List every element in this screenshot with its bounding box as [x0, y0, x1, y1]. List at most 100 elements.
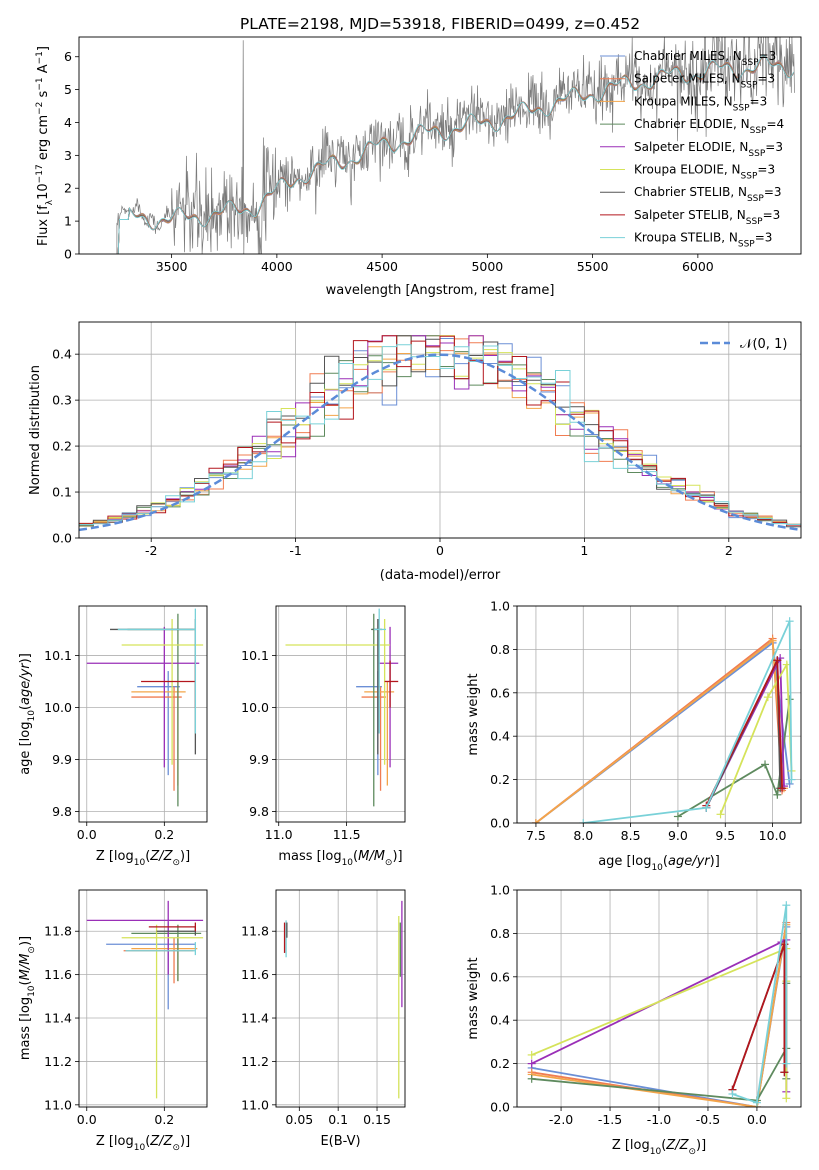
y-tick-label: 6	[64, 49, 72, 64]
y-tick-label: 0.8	[490, 926, 510, 941]
legend-label: Kroupa STELIB, NSSP=3	[634, 231, 772, 250]
series-line	[583, 620, 793, 823]
panel-age-vs-mass: 11.0 11.5 9.8 9.9 10.0 10.1	[241, 605, 406, 842]
x-tick-label: 6000	[682, 259, 714, 274]
legend-label: Chabrier ELODIE, NSSP=4	[634, 117, 784, 136]
panel-spectrum: 3500 4000 4500 5000 5500 6000 0 1 2 3 4 5 6	[64, 36, 802, 274]
y-tick-label: 0.1	[52, 485, 72, 500]
weight-series	[579, 617, 796, 823]
errorbar-point	[117, 608, 197, 734]
x-tick-label: -1	[289, 543, 301, 558]
errorbar-point	[121, 619, 204, 765]
panel-mass-vs-ebv: 0.05 0.1 0.15 11.0 11.2 11.4 11.6 11.8	[241, 889, 406, 1127]
x-tick-label: 4500	[366, 259, 398, 274]
axes: -2.0 -1.5 -1.0 -0.5 0.0 0.0 0.2 0.4 0.6 0.8 1.0	[490, 883, 767, 1128]
data-spectrum-line	[116, 37, 795, 254]
axes-frame	[78, 889, 208, 1108]
x-tick-label: 8.0	[573, 828, 593, 843]
x-tick-label: 7.5	[526, 828, 546, 843]
y-tick-label: 0.8	[490, 642, 510, 657]
model-line	[116, 55, 795, 254]
panel-weight-vs-Z: -2.0 -1.5 -1.0 -0.5 0.0 0.0 0.2 0.4 0.6 0.8 1.0	[490, 883, 802, 1128]
y-axis-label: Flux [fλ10−17 erg cm−2 s−1 A−1]	[35, 46, 55, 246]
y-tick-label: 0.6	[490, 685, 510, 700]
x-tick-label: -2	[145, 543, 157, 558]
y-tick-label: 10.0	[44, 700, 72, 715]
x-axis-label: wavelength [Angstrom, rest frame]	[326, 283, 555, 298]
y-tick-label: 0.2	[490, 772, 510, 787]
y-tick-label: 4	[64, 115, 72, 130]
y-tick-label: 9.8	[52, 804, 72, 819]
y-tick-label: 3	[64, 148, 72, 163]
y-tick-label: 0.0	[52, 531, 72, 546]
legend-label: Salpeter STELIB, NSSP=3	[634, 208, 780, 227]
x-tick-label: 10.0	[759, 828, 787, 843]
plot-area	[86, 608, 204, 807]
x-tick-label: 0	[436, 543, 444, 558]
x-tick-label: 8.5	[621, 828, 641, 843]
errorbar-point	[121, 924, 204, 1099]
plot-area	[531, 617, 796, 823]
legend-label: Kroupa MILES, NSSP=3	[634, 94, 767, 113]
x-tick-label: 11.0	[265, 827, 293, 842]
grid	[276, 606, 405, 822]
x-tick-label: 0.2	[154, 1112, 174, 1127]
x-tick-label: 11.5	[333, 827, 361, 842]
y-tick-label: 11.8	[44, 924, 72, 939]
y-tick-label: 0	[64, 247, 72, 262]
errorbar-point	[371, 613, 378, 807]
y-axis-label: Normed distribution	[28, 365, 43, 495]
y-tick-label: 10.0	[241, 700, 269, 715]
weight-series	[531, 636, 788, 823]
y-tick-label: 9.9	[52, 752, 72, 767]
axes: 7.5 8.0 8.5 9.0 9.5 10.0 0.0 0.2 0.4 0.6 0.8 1.0	[490, 599, 786, 844]
legend: Chabrier MILES, NSSP=3 Salpeter MILES, NS…	[600, 49, 784, 250]
legend-label: Salpeter MILES, NSSP=3	[634, 72, 775, 91]
x-tick-label: 1	[580, 543, 588, 558]
weight-series	[728, 901, 791, 1107]
y-tick-label: 0.0	[490, 816, 510, 831]
x-tick-label: -2.0	[549, 1112, 573, 1127]
y-tick-label: 11.8	[241, 924, 269, 939]
y-tick-label: 0.6	[490, 969, 510, 984]
series-line	[732, 905, 788, 1104]
plot-area	[285, 608, 399, 807]
weight-series	[702, 656, 787, 810]
plot-area	[527, 901, 791, 1107]
y-tick-label: 0.4	[52, 347, 72, 362]
x-tick-label: 3500	[156, 259, 188, 274]
x-tick-label: 0.0	[747, 1112, 767, 1127]
x-tick-label: 4000	[261, 259, 293, 274]
y-tick-label: 11.6	[44, 967, 72, 982]
y-axis-label: mass weight	[466, 957, 481, 1039]
x-tick-label: -0.5	[696, 1112, 720, 1127]
x-axis-label: age [log10(age/yr)]	[598, 854, 720, 873]
grid	[517, 889, 801, 1108]
errorbar-point	[384, 660, 399, 708]
legend-label: 𝒩(0, 1)	[740, 337, 787, 352]
y-tick-label: 1.0	[490, 883, 510, 898]
x-tick-label: -1.5	[598, 1112, 622, 1127]
chart-title: PLATE=2198, MJD=53918, FIBERID=0499, z=0…	[240, 15, 640, 33]
y-axis-label: mass weight	[466, 673, 481, 755]
x-tick-label: 0.0	[77, 827, 97, 842]
errorbar-point	[131, 924, 202, 982]
x-tick-label: 5000	[471, 259, 503, 274]
x-tick-label: 9.5	[715, 828, 735, 843]
legend: 𝒩(0, 1)	[700, 337, 787, 352]
errorbar-point	[373, 608, 386, 734]
errorbar-point	[285, 619, 391, 765]
legend-label: Chabrier MILES, NSSP=3	[634, 49, 776, 68]
y-tick-label: 1	[64, 214, 72, 229]
panel-residuals: -2 -1 0 1 2 0.0 0.1 0.2 0.3 0.4	[52, 321, 802, 558]
y-tick-label: 0.3	[52, 393, 72, 408]
weight-series	[673, 695, 794, 821]
panel-mass-vs-Z: 0.0 0.2 11.0 11.2 11.4 11.6 11.8	[44, 889, 208, 1127]
y-tick-label: 2	[64, 181, 72, 196]
y-tick-label: 5	[64, 82, 72, 97]
panel-age-vs-Z: 0.0 0.2 9.8 9.9 10.0 10.1	[44, 605, 208, 842]
axes: 0.0 0.2 11.0 11.2 11.4 11.6 11.8	[44, 924, 174, 1127]
y-tick-label: 11.4	[241, 1011, 269, 1026]
plot-area	[116, 37, 795, 254]
